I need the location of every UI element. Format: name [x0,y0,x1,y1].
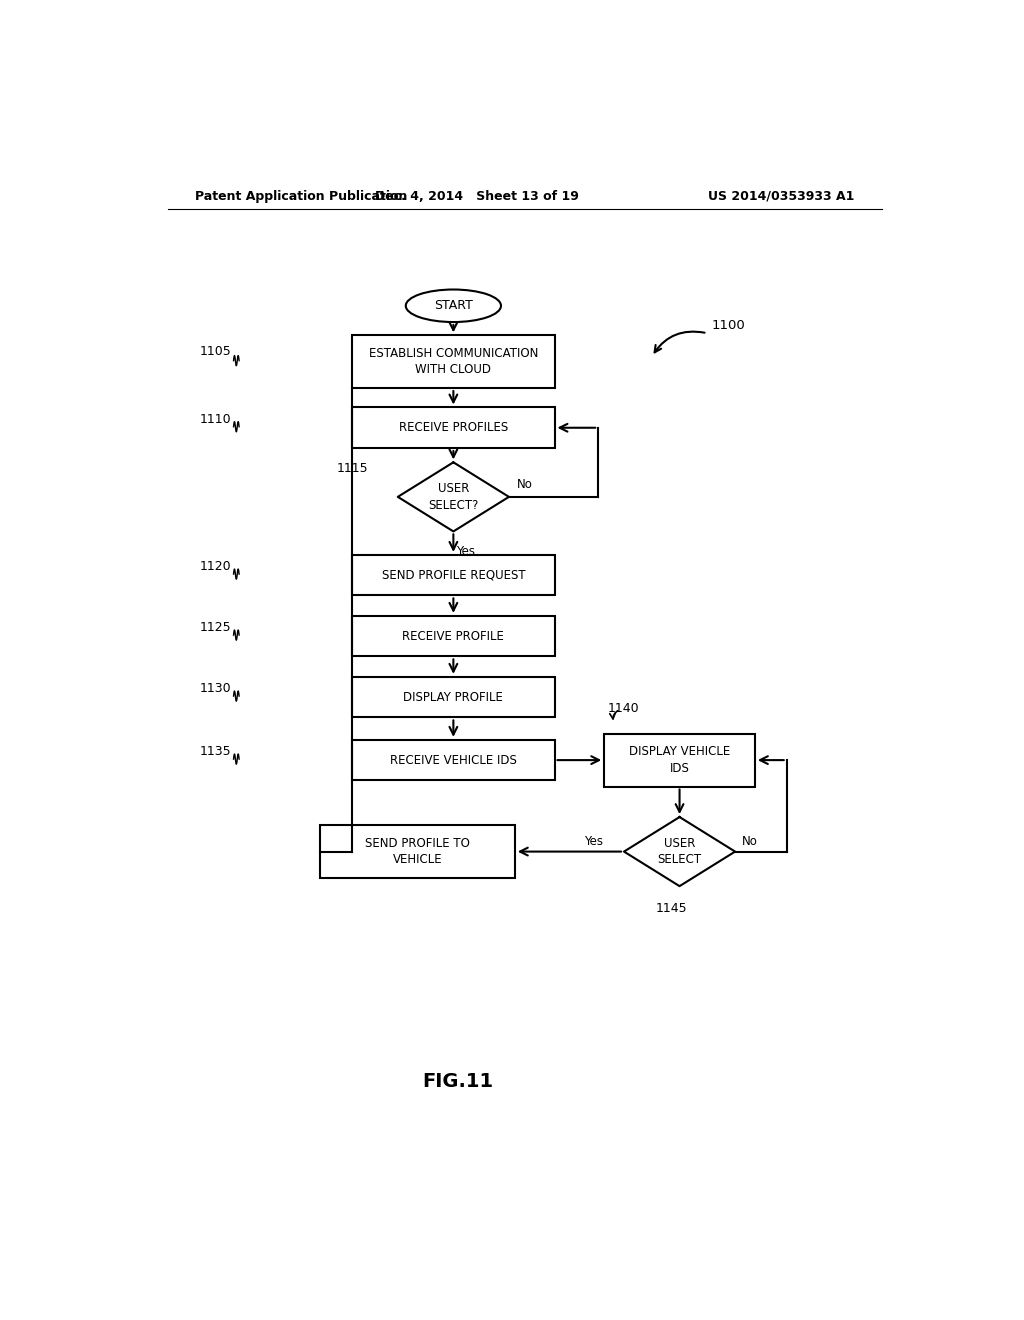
FancyBboxPatch shape [604,734,755,787]
Text: 1120: 1120 [200,561,231,573]
Text: 1140: 1140 [608,702,640,714]
FancyBboxPatch shape [352,335,555,388]
Polygon shape [397,462,509,532]
Text: 1100: 1100 [712,318,745,331]
Text: 1135: 1135 [200,746,231,759]
Text: RECEIVE VEHICLE IDS: RECEIVE VEHICLE IDS [390,754,517,767]
FancyBboxPatch shape [352,739,555,780]
Polygon shape [624,817,735,886]
Text: No: No [517,478,532,491]
Text: 1130: 1130 [200,682,231,696]
Text: START: START [434,300,473,313]
Text: Dec. 4, 2014   Sheet 13 of 19: Dec. 4, 2014 Sheet 13 of 19 [375,190,580,202]
Text: FIG.11: FIG.11 [422,1072,493,1090]
Text: 1145: 1145 [655,902,687,915]
Text: 1105: 1105 [200,345,231,358]
Text: USER
SELECT?: USER SELECT? [428,482,478,512]
FancyBboxPatch shape [352,677,555,718]
Text: SEND PROFILE TO
VEHICLE: SEND PROFILE TO VEHICLE [366,837,470,866]
Text: 1110: 1110 [200,413,231,426]
FancyBboxPatch shape [352,554,555,595]
Text: Yes: Yes [456,545,475,558]
FancyBboxPatch shape [352,408,555,447]
Text: RECEIVE PROFILE: RECEIVE PROFILE [402,630,504,643]
Text: Yes: Yes [585,836,603,847]
Text: 1115: 1115 [337,462,369,475]
Text: No: No [741,836,758,847]
Text: 1125: 1125 [200,622,231,635]
Text: DISPLAY VEHICLE
IDS: DISPLAY VEHICLE IDS [629,746,730,775]
FancyBboxPatch shape [321,825,515,878]
Text: SEND PROFILE REQUEST: SEND PROFILE REQUEST [382,569,525,582]
Text: ESTABLISH COMMUNICATION
WITH CLOUD: ESTABLISH COMMUNICATION WITH CLOUD [369,347,538,376]
Text: RECEIVE PROFILES: RECEIVE PROFILES [398,421,508,434]
Ellipse shape [406,289,501,322]
Text: USER
SELECT: USER SELECT [657,837,701,866]
Text: Patent Application Publication: Patent Application Publication [196,190,408,202]
Text: US 2014/0353933 A1: US 2014/0353933 A1 [708,190,854,202]
FancyBboxPatch shape [352,615,555,656]
Text: DISPLAY PROFILE: DISPLAY PROFILE [403,690,504,704]
